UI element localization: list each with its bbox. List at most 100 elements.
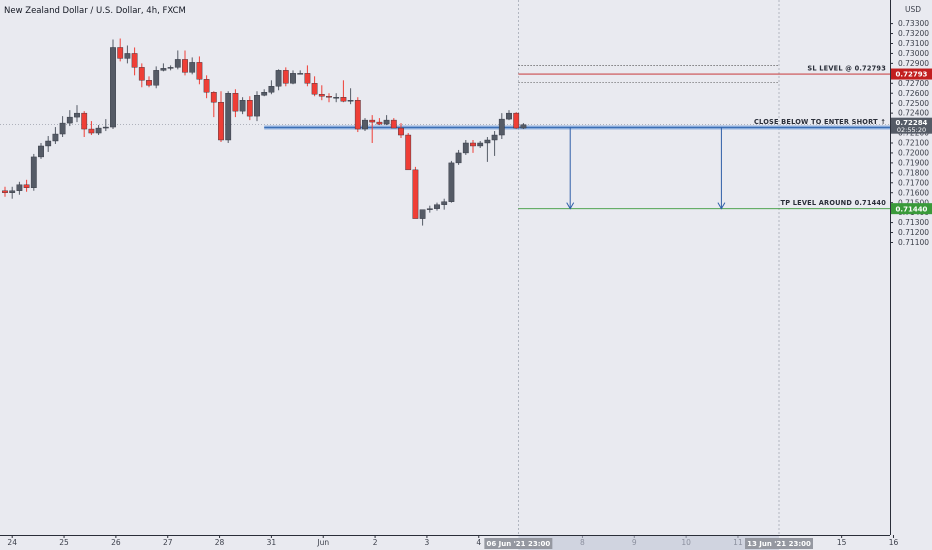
- y-tick-label: 0.71300: [898, 218, 929, 227]
- y-tick-label: 0.73000: [898, 49, 929, 58]
- x-tick-label: 31: [267, 538, 277, 547]
- candle-body: [311, 83, 318, 95]
- y-tick-label: 0.72500: [898, 99, 929, 108]
- candle-body: [95, 127, 102, 134]
- level-label: TP LEVEL AROUND 0.71440: [781, 199, 887, 207]
- candle-body: [448, 162, 455, 202]
- candle-body: [167, 67, 174, 69]
- candle-body: [102, 126, 109, 129]
- x-tick-label: 15: [837, 538, 847, 547]
- candle-body: [369, 119, 376, 123]
- candle-body: [347, 99, 354, 102]
- y-tick-label: 0.72100: [898, 139, 929, 148]
- price-axis-background: [890, 0, 932, 550]
- countdown-label: 02:55:20: [897, 126, 926, 134]
- candle-body: [232, 93, 239, 112]
- currency-label: USD: [905, 5, 921, 14]
- candle-body: [52, 133, 59, 142]
- candle-body: [203, 79, 210, 93]
- candle-body: [318, 94, 325, 97]
- candle-body: [275, 70, 282, 87]
- candle-body: [246, 99, 253, 117]
- x-range-highlight: [518, 536, 779, 550]
- x-tick-label: 4: [476, 538, 481, 547]
- candle-body: [225, 93, 232, 141]
- x-tick-label: 28: [215, 538, 225, 547]
- candle-body: [354, 99, 361, 130]
- x-tick-label: 2: [373, 538, 378, 547]
- candle-body: [261, 92, 268, 96]
- candle-body: [290, 73, 296, 84]
- candle-body: [405, 134, 412, 171]
- candle-body: [441, 201, 448, 205]
- x-tick-label: 24: [7, 538, 17, 547]
- candle-body: [390, 119, 397, 129]
- chart-title: New Zealand Dollar / U.S. Dollar, 4h, FX…: [4, 6, 186, 16]
- candle-body: [491, 134, 498, 141]
- candle-body: [59, 122, 66, 135]
- x-highlight-tag: [745, 538, 813, 549]
- candle-body: [239, 99, 246, 112]
- target-arrows: [566, 127, 726, 210]
- candle-body: [117, 47, 124, 59]
- candle-body: [376, 121, 383, 125]
- candle-body: [38, 145, 44, 158]
- y-tick-label: 0.72000: [898, 149, 929, 158]
- candle-body: [297, 73, 304, 75]
- candle-body: [9, 190, 16, 193]
- x-highlight-tag: [484, 538, 553, 549]
- y-tick-label: 0.73200: [898, 29, 929, 38]
- candle-body: [88, 128, 95, 134]
- candle-body: [153, 70, 160, 86]
- trade-overlays: SL LEVEL @ 0.72793 TP LEVEL AROUND 0.7144…: [264, 65, 890, 210]
- candle-body: [174, 59, 181, 68]
- arrow-head: [566, 202, 575, 210]
- x-tick-label: Jun: [316, 538, 329, 547]
- level-price-tag: [891, 203, 932, 215]
- candle-body: [30, 156, 37, 188]
- candle-body: [426, 208, 433, 210]
- price-axis[interactable]: 0.711000.712000.713000.714000.715000.716…: [890, 0, 932, 550]
- candle-body: [506, 112, 512, 120]
- y-tick-label: 0.71600: [898, 188, 929, 197]
- x-tick-label: 3: [425, 538, 430, 547]
- level-price-tag-label: 0.71440: [896, 205, 928, 213]
- y-tick-label: 0.71800: [898, 168, 929, 177]
- candle-body: [146, 80, 152, 86]
- candle-body: [138, 67, 145, 81]
- y-tick-label: 0.71100: [898, 238, 929, 247]
- candle-body: [16, 184, 23, 191]
- candle-body: [412, 169, 419, 219]
- y-tick-label: 0.71200: [898, 228, 929, 237]
- candle-body: [470, 142, 476, 147]
- candle-body: [2, 190, 8, 193]
- candle-body: [81, 112, 88, 130]
- candle-body: [74, 112, 80, 118]
- x-tick-label: 25: [59, 538, 69, 547]
- candle-body: [362, 119, 368, 130]
- y-tick-label: 0.73100: [898, 39, 929, 48]
- candle-body: [182, 59, 188, 73]
- plot-area-background: [0, 0, 890, 535]
- level-label: CLOSE BELOW TO ENTER SHORT ↑: [754, 118, 886, 126]
- x-tick-label: 16: [889, 538, 899, 547]
- last-price-tag: [891, 117, 932, 134]
- candle-body: [462, 142, 469, 154]
- x-tick-label: 27: [163, 538, 173, 547]
- candle-body: [398, 127, 404, 136]
- candle-body: [383, 119, 390, 125]
- candle-body: [304, 73, 311, 84]
- candle-body: [160, 68, 167, 71]
- candle-body: [210, 92, 217, 103]
- time-axis[interactable]: 242526272831Jun234891011151606 Jun '21 2…: [0, 535, 898, 550]
- level-price-tag: [891, 68, 932, 80]
- x-highlight-label: 06 Jun '21 23:00: [486, 540, 550, 548]
- arrow-head: [717, 202, 726, 210]
- candle-body: [484, 139, 491, 144]
- x-tick-label: 26: [111, 538, 121, 547]
- candle-body: [66, 116, 73, 124]
- candle-body: [196, 62, 203, 80]
- candle-body: [110, 47, 116, 128]
- candle-body: [124, 53, 131, 59]
